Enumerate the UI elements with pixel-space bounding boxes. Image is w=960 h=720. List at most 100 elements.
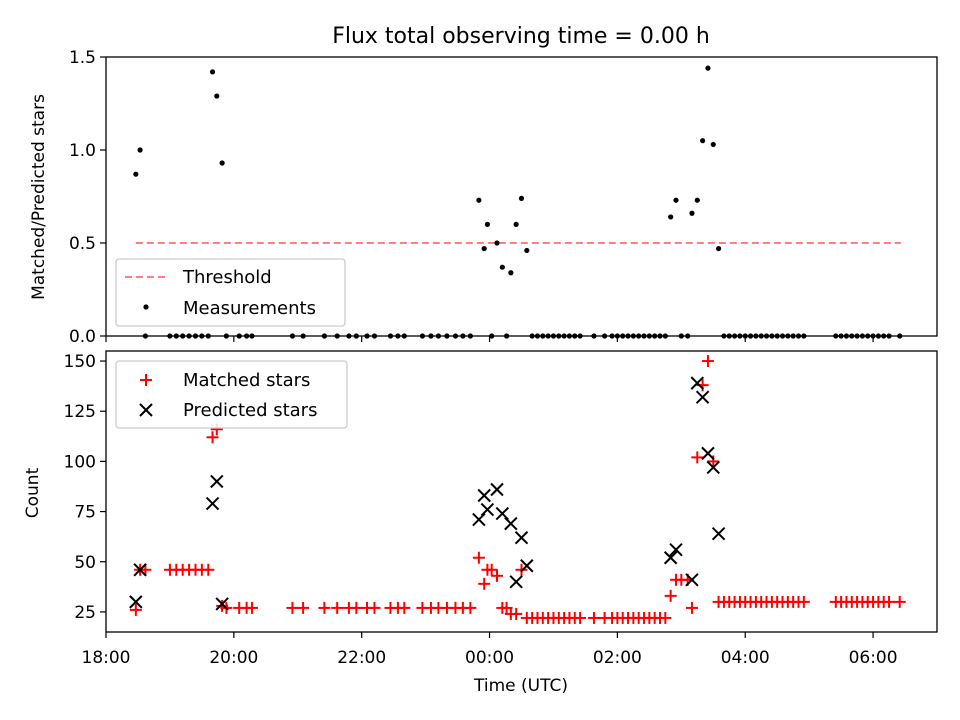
matched-star-point bbox=[245, 601, 258, 614]
top-y-tick-label: 1.5 bbox=[69, 48, 96, 68]
matched-legend-swatch bbox=[140, 374, 152, 386]
matched-star-point bbox=[297, 601, 310, 614]
matched-star-point bbox=[587, 611, 600, 624]
top-legend-box bbox=[115, 258, 346, 327]
matched-star-point bbox=[350, 601, 363, 614]
measurement-point bbox=[689, 210, 695, 216]
matched-star-point bbox=[797, 595, 810, 608]
measurement-point bbox=[710, 141, 716, 148]
predicted-star-point bbox=[480, 502, 495, 517]
bottom-y-tick-label: 125 bbox=[64, 402, 96, 422]
predicted-star-point bbox=[490, 482, 504, 497]
measurement-point bbox=[668, 214, 674, 220]
figure-title: Flux total observing time = 0.00 h bbox=[332, 24, 710, 49]
predicted-star-point bbox=[477, 488, 491, 503]
bottom-x-tick-label: 06:00 bbox=[849, 648, 898, 668]
predicted-star-stroke-b bbox=[520, 559, 534, 573]
predicted-star-stroke-b bbox=[669, 543, 683, 557]
predicted-star-stroke-b bbox=[685, 573, 699, 587]
matched-star-point bbox=[286, 601, 299, 614]
predicted-legend-swatch bbox=[139, 403, 153, 417]
measurement-point bbox=[494, 240, 500, 246]
measurement-point bbox=[499, 264, 505, 270]
measurement-point bbox=[715, 245, 722, 252]
predicted-star-point bbox=[669, 543, 683, 557]
predicted-star-point bbox=[520, 559, 534, 573]
predicted-star-point bbox=[495, 506, 510, 521]
measurement-point bbox=[484, 221, 491, 227]
matched-star-point bbox=[691, 451, 704, 464]
predicted-star-stroke-b bbox=[504, 516, 518, 531]
predicted-star-stroke-b bbox=[706, 460, 720, 475]
bottom-legend: Matched stars Predicted stars bbox=[115, 360, 348, 429]
matched-star-point bbox=[464, 601, 477, 614]
bottom-x-ticks: 18:00 20:00 22:00 00:00 02:00 04:00 06:00 bbox=[82, 632, 898, 668]
matched-star-point bbox=[129, 603, 142, 616]
bottom-x-tick-label: 22:00 bbox=[337, 648, 386, 668]
top-y-ticks: 0.0 0.5 1.0 1.5 bbox=[69, 48, 106, 347]
matched-star-point bbox=[472, 551, 485, 564]
top-plot-area bbox=[133, 65, 903, 339]
predicted-star-stroke-b bbox=[701, 446, 715, 461]
measurement-point bbox=[219, 160, 225, 166]
matched-star-point bbox=[202, 563, 215, 576]
bottom-x-tick-label: 04:00 bbox=[721, 648, 770, 668]
predicted-star-stroke-b bbox=[133, 563, 147, 577]
predicted-star-point bbox=[690, 376, 704, 390]
bottom-x-tick-label: 02:00 bbox=[593, 648, 642, 668]
predicted-star-point bbox=[129, 595, 143, 609]
x-axis-label: Time (UTC) bbox=[473, 676, 568, 696]
bottom-y-ticks: 25 50 75 100 125 150 bbox=[64, 352, 106, 623]
bottom-axes-frame bbox=[105, 350, 938, 633]
predicted-star-stroke-b bbox=[711, 526, 726, 541]
predicted-legend-label: Predicted stars bbox=[183, 400, 317, 421]
matched-star-point bbox=[685, 601, 698, 614]
top-x-ticks bbox=[105, 336, 874, 342]
top-axes-frame bbox=[105, 56, 938, 337]
predicted-star-point bbox=[663, 551, 678, 565]
measurement-point bbox=[508, 270, 514, 276]
bottom-y-tick-label: 75 bbox=[74, 503, 96, 523]
measurement-point bbox=[705, 65, 711, 71]
measurement-point bbox=[513, 221, 519, 227]
measurements-legend-label: Measurements bbox=[183, 298, 316, 319]
bottom-y-axis-label: Count bbox=[23, 467, 43, 518]
measurement-point bbox=[209, 69, 216, 75]
measurement-point bbox=[481, 245, 487, 252]
bottom-x-tick-label: 20:00 bbox=[209, 648, 258, 668]
matched-star-point bbox=[574, 611, 587, 624]
predicted-star-stroke-b bbox=[490, 482, 504, 497]
predicted-star-stroke-b bbox=[472, 512, 486, 527]
predicted-star-stroke-b bbox=[129, 595, 143, 609]
predicted-star-point bbox=[509, 575, 523, 589]
bottom-legend-box bbox=[115, 360, 348, 429]
predicted-star-point bbox=[215, 597, 229, 611]
predicted-star-stroke-b bbox=[514, 530, 529, 545]
bottom-axes: 25 50 75 100 125 150 18:00 20:00 22:00 00:00 02:0… bbox=[23, 350, 938, 696]
predicted-star-stroke-b bbox=[495, 506, 510, 521]
predicted-star-point bbox=[205, 496, 220, 511]
bottom-y-tick-label: 100 bbox=[64, 452, 96, 472]
predicted-star-point bbox=[695, 390, 710, 404]
predicted-star-stroke-b bbox=[477, 488, 491, 503]
matched-legend-label: Matched stars bbox=[183, 370, 310, 391]
predicted-star-stroke-b bbox=[215, 597, 229, 611]
measurement-point bbox=[137, 147, 143, 153]
bottom-y-tick-label: 25 bbox=[74, 603, 96, 623]
matched-star-point bbox=[478, 577, 491, 590]
bottom-plot-area bbox=[129, 355, 906, 624]
predicted-star-stroke-b bbox=[210, 474, 224, 489]
top-axes: 0.0 0.5 1.0 1.5 Matched/Predicted stars Thr… bbox=[29, 48, 938, 347]
predicted-star-point bbox=[472, 512, 486, 527]
predicted-star-point bbox=[711, 526, 726, 541]
matched-star-point bbox=[664, 589, 677, 602]
matched-star-point bbox=[883, 595, 896, 608]
predicted-star-point bbox=[133, 563, 147, 577]
matched-star-point bbox=[398, 601, 411, 614]
top-y-tick-label: 0.5 bbox=[69, 234, 96, 254]
matched-star-point bbox=[485, 563, 498, 576]
predicted-star-point bbox=[514, 530, 529, 545]
top-legend: Threshold Measurements bbox=[115, 258, 346, 327]
top-y-tick-label: 0.0 bbox=[69, 327, 96, 347]
